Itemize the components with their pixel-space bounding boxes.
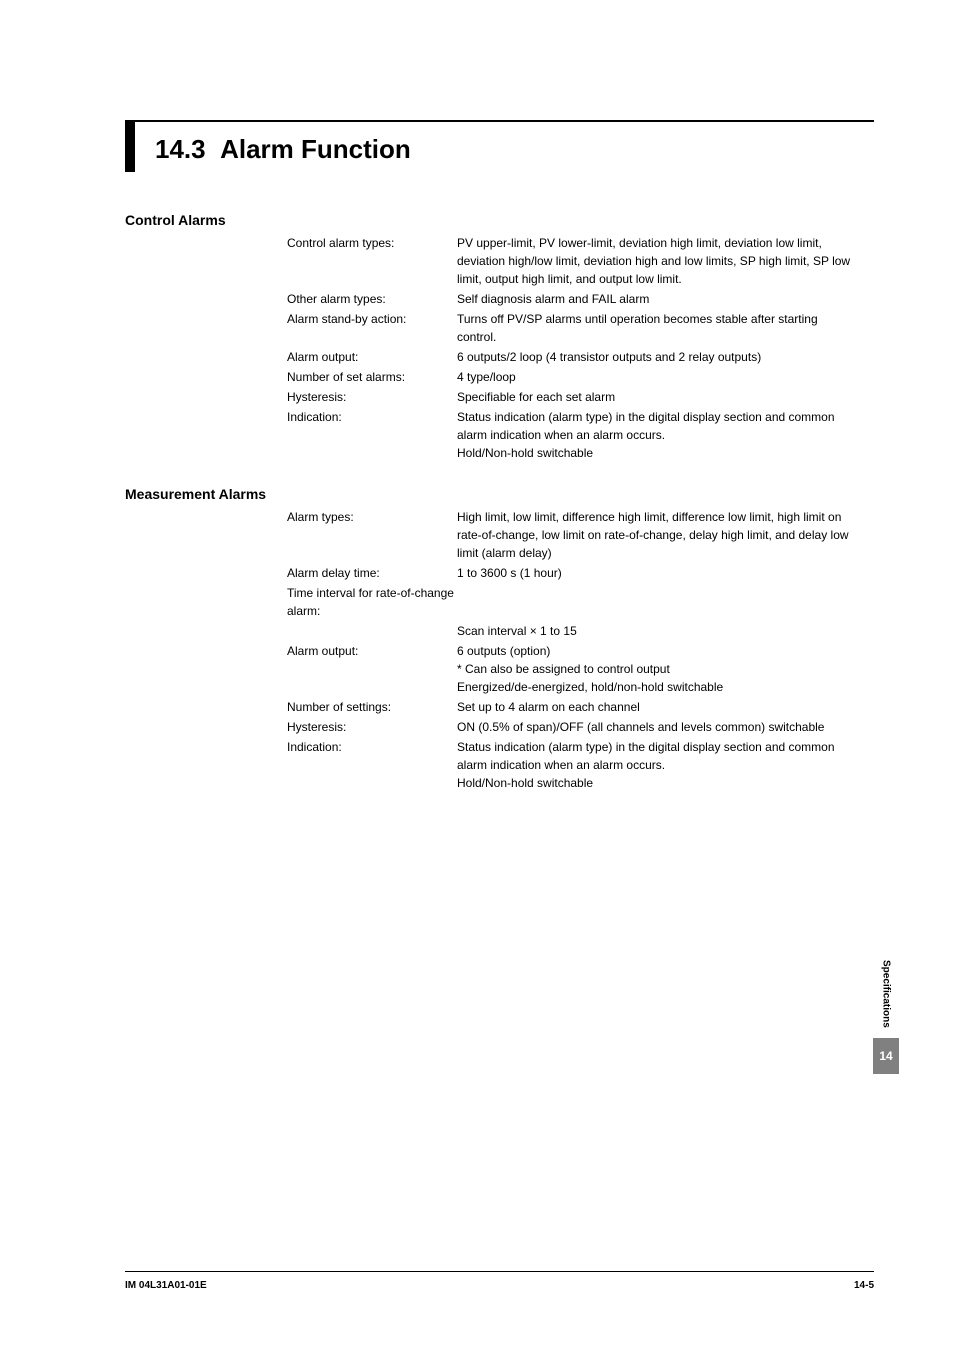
section-number: 14.3 xyxy=(155,134,206,164)
spec-label: Hysteresis: xyxy=(125,718,457,736)
spec-label: Hysteresis: xyxy=(125,388,457,406)
spec-label xyxy=(125,622,457,640)
spec-value: Scan interval × 1 to 15 xyxy=(457,622,874,640)
spec-row: Hysteresis:ON (0.5% of span)/OFF (all ch… xyxy=(125,718,874,736)
spec-value: Set up to 4 alarm on each channel xyxy=(457,698,874,716)
spec-value: Self diagnosis alarm and FAIL alarm xyxy=(457,290,874,308)
control-alarms-section: Control Alarms Control alarm types:PV up… xyxy=(125,212,874,462)
section-title: 14.3 Alarm Function xyxy=(155,122,411,172)
spec-value: Status indication (alarm type) in the di… xyxy=(457,408,874,462)
spec-row: Alarm stand-by action:Turns off PV/SP al… xyxy=(125,310,874,346)
spec-value: 1 to 3600 s (1 hour) xyxy=(457,564,874,582)
spec-value: PV upper-limit, PV lower-limit, deviatio… xyxy=(457,234,874,288)
spec-label: Alarm stand-by action: xyxy=(125,310,457,346)
spec-row: Other alarm types:Self diagnosis alarm a… xyxy=(125,290,874,308)
spec-row: Indication:Status indication (alarm type… xyxy=(125,738,874,792)
side-tab: Specifications 14 xyxy=(873,960,899,1074)
spec-row: Hysteresis:Specifiable for each set alar… xyxy=(125,388,874,406)
spec-label: Number of settings: xyxy=(125,698,457,716)
footer: IM 04L31A01-01E 14-5 xyxy=(125,1271,874,1291)
control-alarms-rows: Control alarm types:PV upper-limit, PV l… xyxy=(125,234,874,462)
spec-row: Alarm delay time:1 to 3600 s (1 hour) xyxy=(125,564,874,582)
spec-row: Number of set alarms:4 type/loop xyxy=(125,368,874,386)
spec-label: Number of set alarms: xyxy=(125,368,457,386)
side-tab-text: Specifications xyxy=(881,960,892,1028)
spec-value: 4 type/loop xyxy=(457,368,874,386)
footer-right: 14-5 xyxy=(854,1280,874,1291)
section-header-bar xyxy=(125,122,135,172)
section-title-text: Alarm Function xyxy=(220,134,411,164)
measurement-alarms-title: Measurement Alarms xyxy=(125,486,874,502)
measurement-alarms-section: Measurement Alarms Alarm types:High limi… xyxy=(125,486,874,792)
spec-value: Turns off PV/SP alarms until operation b… xyxy=(457,310,874,346)
spec-row: Control alarm types:PV upper-limit, PV l… xyxy=(125,234,874,288)
spec-value: 6 outputs/2 loop (4 transistor outputs a… xyxy=(457,348,874,366)
page-container: 14.3 Alarm Function Control Alarms Contr… xyxy=(0,0,954,1351)
section-header: 14.3 Alarm Function xyxy=(125,120,874,172)
footer-left: IM 04L31A01-01E xyxy=(125,1280,207,1291)
spec-label: Alarm output: xyxy=(125,642,457,696)
side-tab-number: 14 xyxy=(873,1038,899,1074)
spec-value: Specifiable for each set alarm xyxy=(457,388,874,406)
spec-label: Alarm types: xyxy=(125,508,457,562)
spec-value: ON (0.5% of span)/OFF (all channels and … xyxy=(457,718,874,736)
spec-label: Time interval for rate-of-change alarm: xyxy=(125,584,457,620)
spec-label: Control alarm types: xyxy=(125,234,457,288)
spec-row: Alarm types:High limit, low limit, diffe… xyxy=(125,508,874,562)
spec-value: Status indication (alarm type) in the di… xyxy=(457,738,874,792)
spec-label: Alarm output: xyxy=(125,348,457,366)
spec-row: Alarm output:6 outputs/2 loop (4 transis… xyxy=(125,348,874,366)
measurement-alarms-rows: Alarm types:High limit, low limit, diffe… xyxy=(125,508,874,792)
control-alarms-title: Control Alarms xyxy=(125,212,874,228)
spec-label: Alarm delay time: xyxy=(125,564,457,582)
spec-value: 6 outputs (option)* Can also be assigned… xyxy=(457,642,874,696)
spec-row: Time interval for rate-of-change alarm: xyxy=(125,584,874,620)
spec-row: Scan interval × 1 to 15 xyxy=(125,622,874,640)
spec-label: Indication: xyxy=(125,738,457,792)
spec-row: Alarm output:6 outputs (option)* Can als… xyxy=(125,642,874,696)
spec-label: Other alarm types: xyxy=(125,290,457,308)
spec-row: Number of settings:Set up to 4 alarm on … xyxy=(125,698,874,716)
spec-value: High limit, low limit, difference high l… xyxy=(457,508,874,562)
spec-label: Indication: xyxy=(125,408,457,462)
spec-row: Indication:Status indication (alarm type… xyxy=(125,408,874,462)
spec-value xyxy=(457,584,874,620)
